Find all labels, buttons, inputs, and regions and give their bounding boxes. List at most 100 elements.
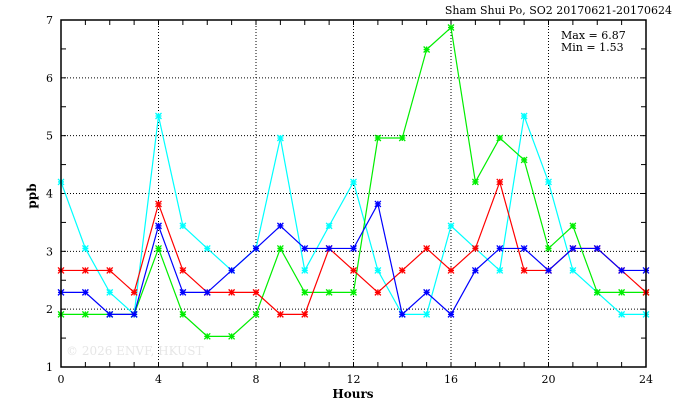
data-point-red: [228, 288, 236, 296]
data-point-cyan: [301, 266, 309, 274]
data-point-green: [520, 156, 528, 164]
data-point-blue: [520, 244, 528, 252]
watermark: © 2026 ENVF, HKUST: [66, 344, 204, 358]
series-line-blue: [61, 202, 646, 316]
data-point-cyan: [350, 178, 357, 186]
data-point-blue: [228, 266, 236, 274]
data-point-cyan: [325, 222, 333, 230]
data-point-blue: [545, 266, 552, 274]
data-point-blue: [203, 288, 211, 296]
data-point-green: [203, 332, 211, 340]
data-point-green: [496, 134, 504, 142]
chart-title: Sham Shui Po, SO2 20170621-20170624: [445, 4, 672, 17]
data-point-blue: [447, 310, 455, 318]
data-point-blue: [398, 310, 406, 318]
data-point-red: [130, 288, 138, 296]
x-tick-label: 12: [347, 373, 361, 386]
data-point-cyan: [423, 310, 431, 318]
y-tick-label: 4: [46, 188, 53, 201]
data-point-blue: [325, 244, 333, 252]
x-axis-label: Hours: [332, 387, 373, 401]
data-point-red: [471, 244, 479, 252]
x-tick-label: 16: [444, 373, 458, 386]
data-point-red: [447, 266, 455, 274]
data-point-red: [496, 178, 504, 186]
y-tick-label: 2: [46, 303, 53, 316]
y-tick-label: 1: [46, 361, 53, 374]
data-point-green: [155, 244, 162, 252]
data-point-red: [520, 266, 528, 274]
min-annotation: Min = 1.53: [561, 41, 624, 54]
data-point-blue: [252, 244, 260, 252]
data-point-green: [350, 288, 357, 296]
data-point-blue: [374, 200, 382, 208]
data-point-blue: [350, 244, 357, 252]
data-point-green: [252, 310, 260, 318]
y-tick-label: 3: [46, 245, 53, 258]
data-point-cyan: [618, 310, 626, 318]
data-point-blue: [593, 244, 601, 252]
data-point-blue: [471, 266, 479, 274]
data-point-cyan: [81, 244, 89, 252]
data-point-cyan: [276, 134, 284, 142]
data-point-blue: [301, 244, 309, 252]
data-point-red: [374, 288, 382, 296]
data-point-blue: [569, 244, 577, 252]
data-point-blue: [276, 222, 284, 230]
data-point-green: [423, 46, 431, 53]
data-point-blue: [155, 222, 162, 230]
data-point-green: [569, 222, 577, 230]
data-point-green: [228, 332, 236, 340]
data-point-green: [81, 310, 89, 318]
data-point-cyan: [374, 266, 382, 274]
data-point-red: [81, 266, 89, 274]
data-point-red: [155, 200, 162, 208]
x-tick-label: 4: [155, 373, 162, 386]
data-point-green: [374, 134, 382, 142]
max-annotation: Max = 6.87: [561, 29, 626, 42]
data-point-blue: [496, 244, 504, 252]
data-point-cyan: [179, 222, 187, 230]
data-point-green: [471, 178, 479, 186]
data-point-green: [398, 134, 406, 142]
data-point-red: [350, 266, 357, 274]
data-point-green: [276, 244, 284, 252]
data-point-red: [252, 288, 260, 296]
data-point-red: [276, 310, 284, 318]
x-tick-label: 0: [58, 373, 65, 386]
data-point-cyan: [203, 244, 211, 252]
y-tick-label: 6: [46, 72, 53, 85]
plot-frame: [60, 19, 647, 368]
data-point-cyan: [106, 288, 114, 296]
data-point-blue: [130, 310, 138, 318]
y-tick-label: 7: [46, 14, 53, 27]
data-point-blue: [618, 266, 626, 274]
data-point-red: [301, 310, 309, 318]
data-point-green: [545, 244, 552, 252]
x-tick-label: 20: [542, 373, 556, 386]
data-point-cyan: [569, 266, 577, 274]
data-point-green: [447, 24, 455, 31]
data-point-green: [325, 288, 333, 296]
data-point-blue: [423, 288, 431, 296]
x-tick-label: 24: [639, 373, 653, 386]
data-point-blue: [106, 310, 114, 318]
data-point-cyan: [520, 112, 528, 120]
x-tick-label: 8: [253, 373, 260, 386]
data-point-red: [179, 266, 187, 274]
data-point-red: [423, 244, 431, 252]
y-tick-label: 5: [46, 130, 53, 143]
data-point-blue: [179, 288, 187, 296]
data-point-red: [106, 266, 114, 274]
y-axis-label: ppb: [25, 183, 39, 208]
data-point-green: [179, 310, 187, 318]
data-point-cyan: [447, 222, 455, 230]
data-point-blue: [81, 288, 89, 296]
data-point-cyan: [496, 266, 504, 274]
data-point-green: [593, 288, 601, 296]
data-point-green: [618, 288, 626, 296]
data-point-cyan: [155, 112, 162, 120]
data-point-green: [301, 288, 309, 296]
data-point-red: [398, 266, 406, 274]
